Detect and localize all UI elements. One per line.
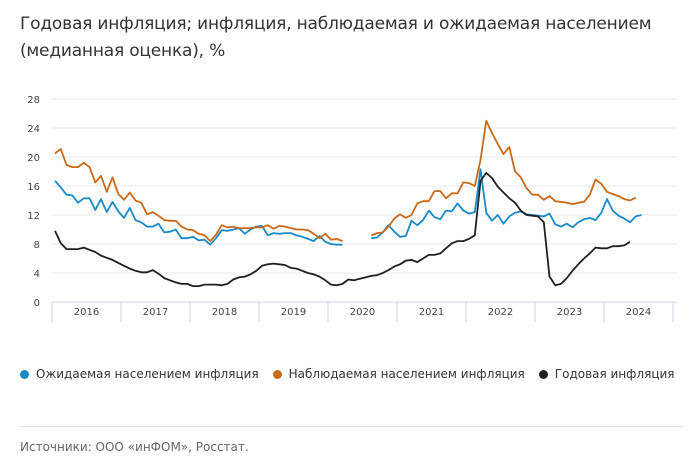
legend-item-observed[interactable]: Наблюдаемая населением инфляция [272, 367, 525, 381]
x-tick-label: 2019 [281, 307, 306, 318]
series-line-1 [54, 119, 637, 242]
x-tick-label: 2023 [557, 307, 582, 318]
legend: Ожидаемая населением инфляция Наблюдаема… [20, 367, 675, 381]
x-tick-label: 2020 [350, 307, 375, 318]
y-tick-label: 8 [34, 240, 40, 251]
y-tick-label: 28 [27, 95, 40, 106]
legend-label: Годовая инфляция [554, 367, 675, 381]
legend-marker-icon [272, 369, 282, 379]
series-line-0 [54, 168, 642, 246]
x-tick-label: 2017 [143, 307, 168, 318]
x-tick-label: 2022 [488, 307, 513, 318]
y-tick-label: 4 [34, 269, 40, 280]
source-note: Источники: ООО «инФОМ», Росстат. [20, 440, 249, 454]
divider [20, 426, 683, 427]
legend-marker-icon [538, 369, 548, 379]
legend-label: Наблюдаемая населением инфляция [288, 367, 525, 381]
legend-label: Ожидаемая населением инфляция [36, 367, 259, 381]
legend-item-expected[interactable]: Ожидаемая населением инфляция [20, 367, 259, 381]
x-tick-label: 2018 [212, 307, 237, 318]
legend-item-annual[interactable]: Годовая инфляция [538, 367, 675, 381]
legend-marker-icon [20, 369, 29, 379]
x-tick-label: 2024 [626, 307, 651, 318]
y-tick-label: 20 [27, 153, 40, 164]
y-tick-label: 24 [27, 124, 40, 135]
x-tick-label: 2016 [74, 307, 99, 318]
y-tick-label: 0 [34, 298, 40, 309]
series-line-2 [54, 172, 631, 287]
y-tick-label: 16 [27, 182, 40, 193]
chart-title: Годовая инфляция; инфляция, наблюдаемая … [20, 14, 652, 61]
y-tick-label: 12 [27, 211, 40, 222]
x-tick-label: 2021 [419, 307, 444, 318]
